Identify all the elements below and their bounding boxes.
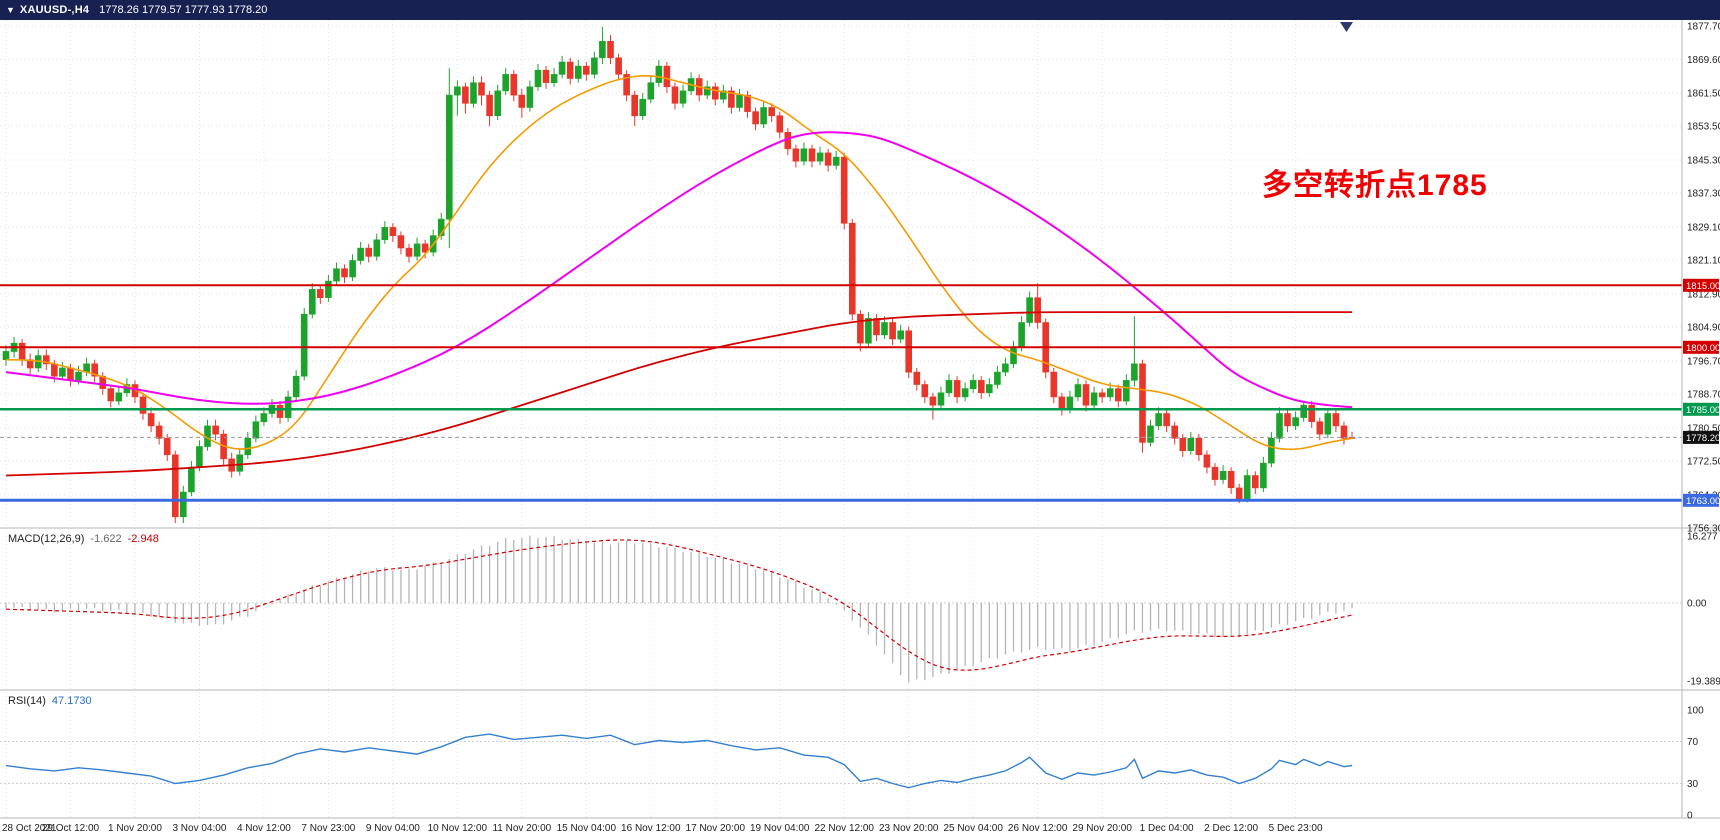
time-axis-label: 25 Nov 04:00 bbox=[943, 823, 1003, 834]
ma-mid-magenta bbox=[5, 131, 1353, 409]
price-level-badge bbox=[1683, 430, 1719, 444]
time-axis-label: 4 Nov 12:00 bbox=[237, 823, 291, 834]
macd-scale-label: 16.277 bbox=[1687, 532, 1718, 543]
candles-layer bbox=[2, 26, 1356, 523]
ohlc-readout: 1778.26 1779.57 1777.93 1778.20 bbox=[99, 4, 268, 16]
price-tick-label: 1796.70 bbox=[1687, 356, 1720, 367]
symbol-timeframe-label[interactable]: XAUUSD-,H4 bbox=[19, 4, 90, 16]
time-axis-label: 23 Nov 20:00 bbox=[879, 823, 939, 834]
time-axis-label: 9 Nov 04:00 bbox=[366, 823, 420, 834]
time-axis-label: 26 Nov 12:00 bbox=[1008, 823, 1068, 834]
time-axis-label: 1 Dec 04:00 bbox=[1140, 823, 1194, 834]
price-tick-label: 1837.30 bbox=[1687, 189, 1720, 200]
time-axis-label: 1 Nov 20:00 bbox=[108, 823, 162, 834]
price-level-badge bbox=[1683, 340, 1719, 354]
time-axis-label: 10 Nov 12:00 bbox=[428, 823, 488, 834]
price-tick-label: 1804.90 bbox=[1687, 323, 1720, 334]
price-level-badge bbox=[1683, 402, 1719, 416]
rsi-scale-label: 0 bbox=[1687, 811, 1693, 822]
time-axis-label: 29 Oct 12:00 bbox=[42, 823, 100, 834]
price-tick-label: 1861.50 bbox=[1687, 89, 1720, 100]
time-axis-label: 11 Nov 20:00 bbox=[492, 823, 551, 834]
time-axis-label: 29 Nov 20:00 bbox=[1072, 823, 1132, 834]
price-tick-label: 1869.60 bbox=[1687, 55, 1720, 66]
price-tick-label: 1877.70 bbox=[1687, 22, 1720, 33]
price-level-badge-text: 1763.00 bbox=[1686, 496, 1720, 507]
price-scale-column[interactable] bbox=[1682, 20, 1720, 818]
rsi-scale-label: 30 bbox=[1687, 779, 1699, 790]
macd-panel bbox=[0, 535, 1682, 683]
ma-fast-orange bbox=[5, 75, 1353, 451]
rsi-panel bbox=[0, 733, 1682, 789]
price-tick-label: 1772.50 bbox=[1687, 457, 1720, 468]
macd-signal-value: -2.948 bbox=[127, 533, 159, 545]
ma-slow-red bbox=[5, 311, 1352, 477]
macd-value: -1.622 bbox=[90, 533, 122, 545]
price-annotation: 多空转折点1785 bbox=[1262, 169, 1488, 202]
macd-scale-label: 0.00 bbox=[1687, 599, 1707, 610]
time-axis-label: 7 Nov 23:00 bbox=[301, 823, 355, 834]
time-axis-label: 17 Nov 20:00 bbox=[686, 823, 746, 834]
price-tick-label: 1829.10 bbox=[1687, 223, 1720, 234]
price-level-badge-text: 1785.00 bbox=[1686, 405, 1720, 416]
price-level-badge bbox=[1683, 278, 1719, 292]
rsi-scale-label: 100 bbox=[1687, 706, 1704, 717]
price-tick-label: 1756.30 bbox=[1687, 524, 1720, 535]
time-axis-label: 2 Dec 12:00 bbox=[1204, 823, 1258, 834]
price-tick-label: 1845.30 bbox=[1687, 156, 1720, 167]
rsi-value: 47.1730 bbox=[51, 695, 92, 707]
rsi-name: RSI(14) bbox=[8, 695, 46, 707]
price-tick-label: 1821.10 bbox=[1687, 256, 1720, 267]
symbol-dropdown-icon[interactable]: ▼ bbox=[6, 5, 15, 15]
price-tick-label: 1812.90 bbox=[1687, 290, 1720, 301]
macd-name: MACD(12,26,9) bbox=[8, 533, 85, 545]
rsi-scale-label: 70 bbox=[1687, 737, 1699, 748]
price-scale[interactable]: 1877.70 1869.60 1861.50 1853.50 1845.30 1837.… bbox=[1683, 22, 1720, 535]
price-level-badge-text: 1815.00 bbox=[1686, 281, 1720, 292]
chart-header: ▼ XAUUSD-,H4 1778.26 1779.57 1777.93 1778.… bbox=[0, 0, 1720, 20]
rsi-indicator-label: RSI(14) 47.1730 bbox=[8, 695, 92, 707]
chart-shift-marker-icon[interactable] bbox=[1340, 22, 1353, 32]
price-tick-label: 1788.70 bbox=[1687, 390, 1720, 401]
price-tick-label: 1780.50 bbox=[1687, 423, 1720, 434]
time-axis-label: 3 Nov 04:00 bbox=[172, 823, 226, 834]
price-tick-label: 1853.50 bbox=[1687, 122, 1720, 133]
grid-layer bbox=[0, 20, 1682, 818]
time-axis-label: 5 Dec 23:00 bbox=[1269, 823, 1323, 834]
price-level-badge-text: 1778.20 bbox=[1686, 433, 1720, 444]
time-axis-label: 28 Oct 2021 bbox=[2, 823, 57, 834]
time-axis-label: 15 Nov 04:00 bbox=[557, 823, 617, 834]
macd-scale-label: -19.389 bbox=[1687, 677, 1720, 688]
price-level-badge bbox=[1683, 493, 1719, 507]
time-axis-label: 22 Nov 12:00 bbox=[814, 823, 874, 834]
time-axis-label: 19 Nov 04:00 bbox=[750, 823, 810, 834]
macd-indicator-label: MACD(12,26,9) -1.622 -2.948 bbox=[8, 533, 159, 545]
time-axis-label: 16 Nov 12:00 bbox=[621, 823, 681, 834]
price-level-badge-text: 1800.00 bbox=[1686, 343, 1720, 354]
